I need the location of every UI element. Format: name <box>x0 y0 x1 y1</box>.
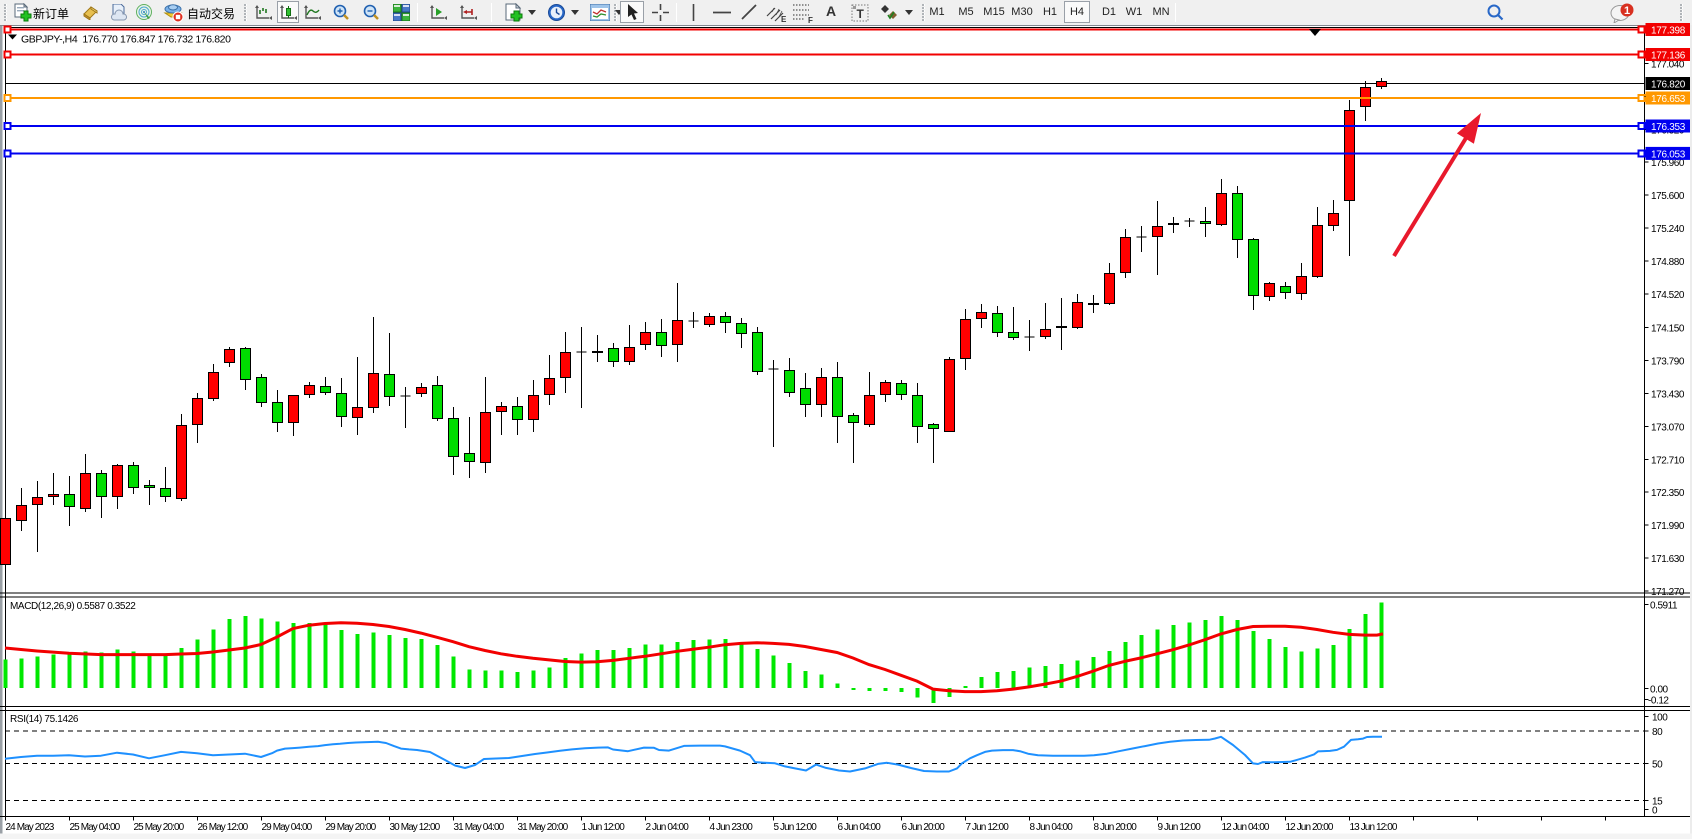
svg-text:172.710: 172.710 <box>1651 455 1685 466</box>
svg-text:9 Jun 12:00: 9 Jun 12:00 <box>1158 822 1202 833</box>
svg-text:MACD(12,26,9) 0.5587 0.3522: MACD(12,26,9) 0.5587 0.3522 <box>10 601 136 612</box>
svg-text:29 May 04:00: 29 May 04:00 <box>262 822 313 833</box>
svg-text:0.00: 0.00 <box>1650 685 1669 696</box>
svg-text:177.040: 177.040 <box>1651 60 1685 71</box>
svg-text:-0.12: -0.12 <box>1648 695 1669 706</box>
svg-text:0: 0 <box>1652 806 1658 817</box>
svg-text:176.653: 176.653 <box>1651 94 1686 105</box>
svg-text:173.430: 173.430 <box>1651 390 1685 401</box>
svg-text:172.350: 172.350 <box>1651 488 1685 499</box>
svg-text:6 Jun 04:00: 6 Jun 04:00 <box>838 822 882 833</box>
svg-text:25 May 20:00: 25 May 20:00 <box>134 822 185 833</box>
svg-text:80: 80 <box>1652 727 1663 738</box>
svg-text:171.990: 171.990 <box>1651 521 1685 532</box>
svg-text:25 May 04:00: 25 May 04:00 <box>70 822 121 833</box>
svg-text:173.070: 173.070 <box>1651 422 1685 433</box>
svg-text:174.520: 174.520 <box>1651 290 1685 301</box>
svg-text:29 May 20:00: 29 May 20:00 <box>326 822 377 833</box>
svg-text:173.790: 173.790 <box>1651 357 1685 368</box>
svg-text:177.398: 177.398 <box>1651 26 1686 37</box>
svg-text:31 May 20:00: 31 May 20:00 <box>518 822 569 833</box>
svg-text:30 May 12:00: 30 May 12:00 <box>390 822 441 833</box>
svg-text:50: 50 <box>1652 759 1663 770</box>
svg-text:6 Jun 20:00: 6 Jun 20:00 <box>902 822 946 833</box>
svg-text:8 Jun 20:00: 8 Jun 20:00 <box>1094 822 1138 833</box>
svg-text:176.053: 176.053 <box>1651 149 1686 160</box>
svg-text:1 Jun 12:00: 1 Jun 12:00 <box>582 822 626 833</box>
svg-text:12 Jun 04:00: 12 Jun 04:00 <box>1222 822 1270 833</box>
svg-text:171.270: 171.270 <box>1651 587 1685 598</box>
svg-text:171.630: 171.630 <box>1651 554 1685 565</box>
svg-text:175.240: 175.240 <box>1651 224 1685 235</box>
svg-text:T: T <box>857 7 865 21</box>
svg-text:4 Jun 23:00: 4 Jun 23:00 <box>710 822 754 833</box>
svg-text:174.150: 174.150 <box>1651 324 1685 335</box>
svg-text:31 May 04:00: 31 May 04:00 <box>454 822 505 833</box>
svg-text:1: 1 <box>1624 5 1630 17</box>
svg-text:13 Jun 12:00: 13 Jun 12:00 <box>1350 822 1398 833</box>
svg-text:GBPJPY-,H4 176.770 176.847 17: GBPJPY-,H4 176.770 176.847 176.732 176.8… <box>21 34 231 46</box>
svg-text:26 May 12:00: 26 May 12:00 <box>198 822 249 833</box>
svg-text:7 Jun 12:00: 7 Jun 12:00 <box>966 822 1010 833</box>
svg-text:8 Jun 04:00: 8 Jun 04:00 <box>1030 822 1074 833</box>
svg-text:RSI(14) 75.1426: RSI(14) 75.1426 <box>10 714 79 725</box>
svg-text:24 May 2023: 24 May 2023 <box>6 822 55 833</box>
svg-text:100: 100 <box>1652 712 1668 723</box>
svg-text:2 Jun 04:00: 2 Jun 04:00 <box>646 822 690 833</box>
svg-text:174.880: 174.880 <box>1651 257 1685 268</box>
svg-text:177.136: 177.136 <box>1651 51 1686 62</box>
svg-text:F: F <box>808 16 813 23</box>
svg-text:5 Jun 12:00: 5 Jun 12:00 <box>774 822 818 833</box>
svg-text:12 Jun 20:00: 12 Jun 20:00 <box>1286 822 1334 833</box>
svg-text:175.600: 175.600 <box>1651 191 1685 202</box>
svg-text:E: E <box>781 15 787 23</box>
svg-text:0.5911: 0.5911 <box>1650 601 1678 612</box>
svg-text:175.960: 175.960 <box>1651 158 1685 169</box>
svg-text:15: 15 <box>1652 797 1663 808</box>
svg-text:176.353: 176.353 <box>1651 122 1686 133</box>
svg-text:176.820: 176.820 <box>1651 80 1686 91</box>
